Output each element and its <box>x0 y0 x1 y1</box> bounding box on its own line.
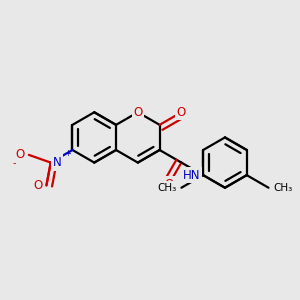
Text: CH₃: CH₃ <box>274 183 293 193</box>
Text: +: + <box>64 149 71 158</box>
Text: HN: HN <box>183 169 201 182</box>
Text: O: O <box>164 178 173 191</box>
Text: N: N <box>52 156 61 169</box>
Text: O: O <box>33 179 42 192</box>
Text: CH₃: CH₃ <box>157 183 176 193</box>
Text: -: - <box>13 158 16 168</box>
Text: O: O <box>133 106 142 119</box>
Text: O: O <box>177 106 186 119</box>
Text: O: O <box>15 148 25 161</box>
